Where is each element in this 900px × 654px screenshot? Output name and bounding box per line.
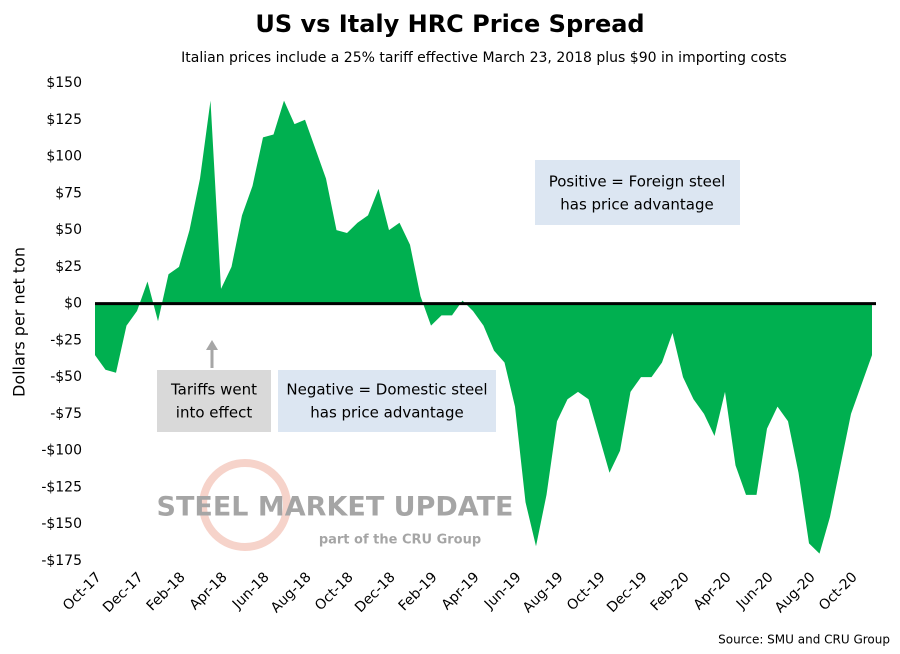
y-tick-label: -$75: [50, 406, 82, 422]
annotation-box: [535, 160, 740, 225]
x-tick-label: Oct-19: [564, 569, 609, 614]
x-tick-label: Oct-17: [60, 569, 105, 614]
x-tick-label: Feb-20: [648, 569, 693, 614]
y-tick-label: -$25: [50, 332, 82, 348]
x-tick-label: Jun-19: [481, 569, 525, 613]
watermark: STEEL MARKET UPDATE part of the CRU Grou…: [157, 459, 514, 551]
x-tick-label: Dec-17: [100, 569, 147, 616]
x-tick-label: Apr-19: [439, 569, 483, 613]
y-tick-label: -$100: [41, 443, 82, 459]
watermark-subtext: part of the CRU Group: [319, 533, 481, 548]
y-tick-label: -$175: [41, 553, 82, 569]
chart-title: US vs Italy HRC Price Spread: [255, 10, 644, 38]
y-tick-label: -$150: [41, 516, 82, 532]
y-tick-label: $75: [55, 185, 82, 201]
y-tick-label: -$50: [50, 369, 82, 385]
area: [95, 100, 872, 554]
annotation-box: [278, 370, 496, 432]
x-tick-label: Dec-19: [604, 569, 651, 616]
x-tick-label: Apr-20: [691, 569, 735, 613]
y-tick-label: $25: [55, 259, 82, 275]
annotation-text: Negative = Domestic steel: [286, 381, 487, 399]
x-tick-label: Feb-18: [144, 569, 189, 614]
x-tick-label: Aug-19: [520, 569, 567, 616]
source: Source: SMU and CRU Group: [718, 633, 890, 647]
x-tick-label: Jun-18: [229, 569, 273, 613]
y-tick-label: $125: [46, 112, 82, 128]
annotation-text: Positive = Foreign steel: [549, 173, 726, 191]
y-tick-label: $150: [46, 75, 82, 91]
y-tick-label: $50: [55, 222, 82, 238]
x-tick-label: Feb-19: [396, 569, 441, 614]
x-tick-label: Dec-18: [352, 569, 399, 616]
annotation-text: has price advantage: [310, 404, 464, 422]
y-tick-label: $100: [46, 149, 82, 165]
chart-subtitle: Italian prices include a 25% tariff effe…: [181, 50, 787, 66]
watermark-logo: [199, 459, 291, 551]
x-tick-label: Jun-20: [733, 569, 777, 613]
annotation-arrowhead: [206, 340, 218, 350]
annotation-box: [157, 370, 271, 432]
watermark-text: STEEL MARKET UPDATE: [157, 492, 514, 523]
x-tick-label: Apr-18: [187, 569, 231, 613]
y-axis-label: Dollars per net ton: [10, 247, 29, 397]
annotation-text: Tariffs went: [170, 381, 257, 399]
x-tick-label: Oct-20: [816, 569, 861, 614]
y-tick-label: $0: [64, 296, 82, 312]
y-tick-label: -$125: [41, 479, 82, 495]
annotation-text: into effect: [176, 404, 253, 422]
x-tick-label: Oct-18: [312, 569, 357, 614]
x-tick-label: Aug-18: [268, 569, 315, 616]
x-tick-label: Aug-20: [772, 569, 819, 616]
annotation-text: has price advantage: [560, 196, 714, 214]
